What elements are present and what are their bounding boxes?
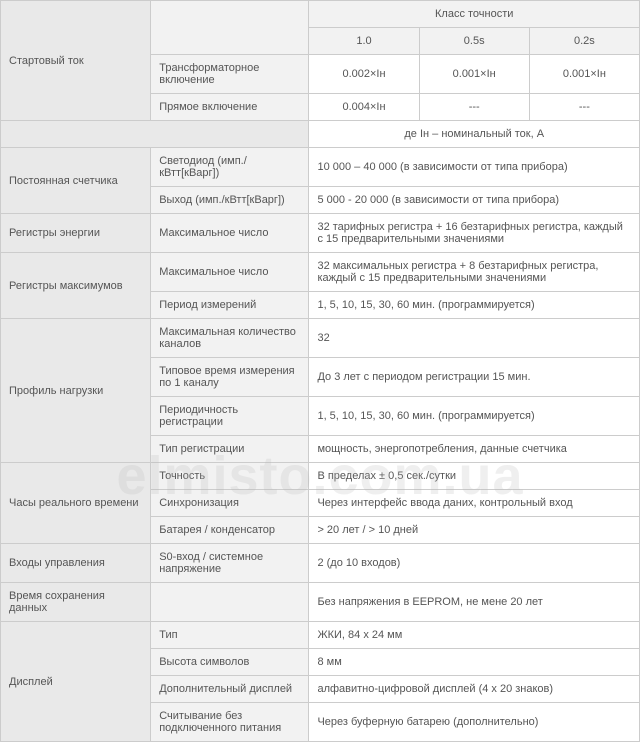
param-profile-period: Периодичность регистрации <box>151 397 309 436</box>
param-display-extra: Дополнительный дисплей <box>151 676 309 703</box>
note-nominal-current: де Iн – номинальный ток, А <box>309 121 640 148</box>
header-class-02s: 0.2s <box>529 28 639 55</box>
param-energy-max: Максимальное число <box>151 214 309 253</box>
val-energy-max: 32 тарифных регистра + 16 безтарифных ре… <box>309 214 640 253</box>
param-display-unpowered: Считывание без подключенного питания <box>151 703 309 742</box>
val-start-dir-02s: --- <box>529 94 639 121</box>
val-max-count: 32 максимальных регистра + 8 безтарифных… <box>309 253 640 292</box>
val-rtc-sync: Через интерфейс ввода даних, контрольный… <box>309 490 640 517</box>
val-data-retention: Без напряжения в EEPROM, не мене 20 лет <box>309 583 640 622</box>
param-display-char-height: Высота символов <box>151 649 309 676</box>
param-rtc-battery: Батарея / конденсатор <box>151 517 309 544</box>
param-output-pulse: Выход (имп./кВтт[кВарг]) <box>151 187 309 214</box>
group-max-registers: Регистры максимумов <box>1 253 151 319</box>
val-start-dir-05s: --- <box>419 94 529 121</box>
param-transformer-connection: Трансформаторное включение <box>151 55 309 94</box>
val-led-pulse: 10 000 – 40 000 (в зависимости от типа п… <box>309 148 640 187</box>
param-rtc-sync: Синхронизация <box>151 490 309 517</box>
param-profile-type: Тип регистрации <box>151 436 309 463</box>
val-profile-type: мощность, энергопотребления, данные счет… <box>309 436 640 463</box>
group-meter-constant: Постоянная счетчика <box>1 148 151 214</box>
param-direct-connection: Прямое включение <box>151 94 309 121</box>
val-start-tx-02s: 0.001×Iн <box>529 55 639 94</box>
param-max-period: Период измерений <box>151 292 309 319</box>
val-display-unpowered: Через буферную батарею (дополнительно) <box>309 703 640 742</box>
val-output-pulse: 5 000 - 20 000 (в зависимости от типа пр… <box>309 187 640 214</box>
val-display-char-height: 8 мм <box>309 649 640 676</box>
param-profile-duration: Типовое время измерения по 1 каналу <box>151 358 309 397</box>
val-profile-channels: 32 <box>309 319 640 358</box>
group-data-retention: Время сохранения данных <box>1 583 151 622</box>
param-display-type: Тип <box>151 622 309 649</box>
group-energy-registers: Регистры энергии <box>1 214 151 253</box>
val-start-tx-05s: 0.001×Iн <box>419 55 529 94</box>
val-max-period: 1, 5, 10, 15, 30, 60 мин. (программирует… <box>309 292 640 319</box>
val-profile-duration: До 3 лет с периодом регистрации 15 мин. <box>309 358 640 397</box>
val-rtc-battery: > 20 лет / > 10 дней <box>309 517 640 544</box>
param-profile-channels: Максимальная количество каналов <box>151 319 309 358</box>
group-control-inputs: Входы управления <box>1 544 151 583</box>
group-start-current: Стартовый ток <box>1 1 151 121</box>
val-display-extra: алфавитно-цифровой дисплей (4 х 20 знако… <box>309 676 640 703</box>
header-class-05s: 0.5s <box>419 28 529 55</box>
val-display-type: ЖКИ, 84 х 24 мм <box>309 622 640 649</box>
header-class-1: 1.0 <box>309 28 419 55</box>
param-led-pulse: Светодиод (имп./кВтт[кВарг]) <box>151 148 309 187</box>
param-rtc-accuracy: Точность <box>151 463 309 490</box>
spec-table: Стартовый ток Класс точности 1.0 0.5s 0.… <box>0 0 640 742</box>
param-s0-input: S0-вход / системное напряжение <box>151 544 309 583</box>
val-rtc-accuracy: В пределах ± 0,5 сек./сутки <box>309 463 640 490</box>
group-load-profile: Профиль нагрузки <box>1 319 151 463</box>
val-profile-period: 1, 5, 10, 15, 30, 60 мин. (программирует… <box>309 397 640 436</box>
header-accuracy-class: Класс точности <box>309 1 640 28</box>
val-start-tx-1: 0.002×Iн <box>309 55 419 94</box>
val-s0-input: 2 (до 10 входов) <box>309 544 640 583</box>
group-display: Дисплей <box>1 622 151 742</box>
val-start-dir-1: 0.004×Iн <box>309 94 419 121</box>
param-max-count: Максимальное число <box>151 253 309 292</box>
group-rtc: Часы реального времени <box>1 463 151 544</box>
